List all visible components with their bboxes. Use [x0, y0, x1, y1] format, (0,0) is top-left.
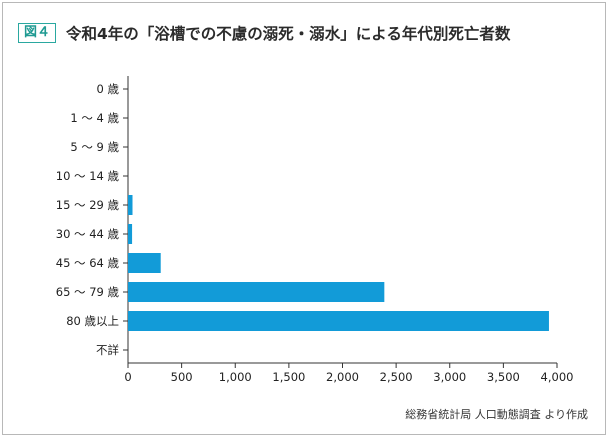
bar: [128, 224, 133, 244]
chart-title: 令和4年の「浴槽での不慮の溺死・溺水」による年代別死亡者数: [66, 25, 511, 43]
bar: [128, 253, 161, 273]
x-tick-label: 3,000: [433, 370, 466, 384]
y-tick-label: 15 ～ 29 歳: [56, 198, 120, 212]
y-tick-label: 80 歳以上: [66, 314, 119, 328]
figure-number-badge: 図４: [18, 23, 57, 43]
x-tick-label: 500: [171, 370, 193, 384]
x-tick-label: 3,500: [487, 370, 520, 384]
y-tick-label: 5 ～ 9 歳: [70, 140, 119, 154]
bar: [128, 282, 385, 302]
x-tick-label: 1,500: [272, 370, 305, 384]
y-tick-label: 45 ～ 64 歳: [56, 256, 120, 270]
y-tick-label: 0 歳: [97, 82, 120, 96]
bar: [128, 195, 133, 215]
y-tick-label: 30 ～ 44 歳: [56, 227, 120, 241]
x-tick-label: 2,000: [326, 370, 359, 384]
y-tick-label: 1 ～ 4 歳: [70, 111, 119, 125]
y-tick-label: 65 ～ 79 歳: [56, 285, 120, 299]
x-tick-label: 2,500: [380, 370, 413, 384]
x-tick-label: 1,000: [219, 370, 252, 384]
x-tick-label: 4,000: [541, 370, 574, 384]
x-tick-label: 0: [124, 370, 131, 384]
figure-header: 図４ 令和4年の「浴槽での不慮の溺死・溺水」による年代別死亡者数: [18, 20, 510, 46]
y-tick-label: 不詳: [96, 343, 119, 357]
bar: [128, 311, 549, 331]
y-tick-label: 10 ～ 14 歳: [56, 169, 120, 183]
source-note: 総務省統計局 人口動態調査 より作成: [405, 408, 588, 421]
